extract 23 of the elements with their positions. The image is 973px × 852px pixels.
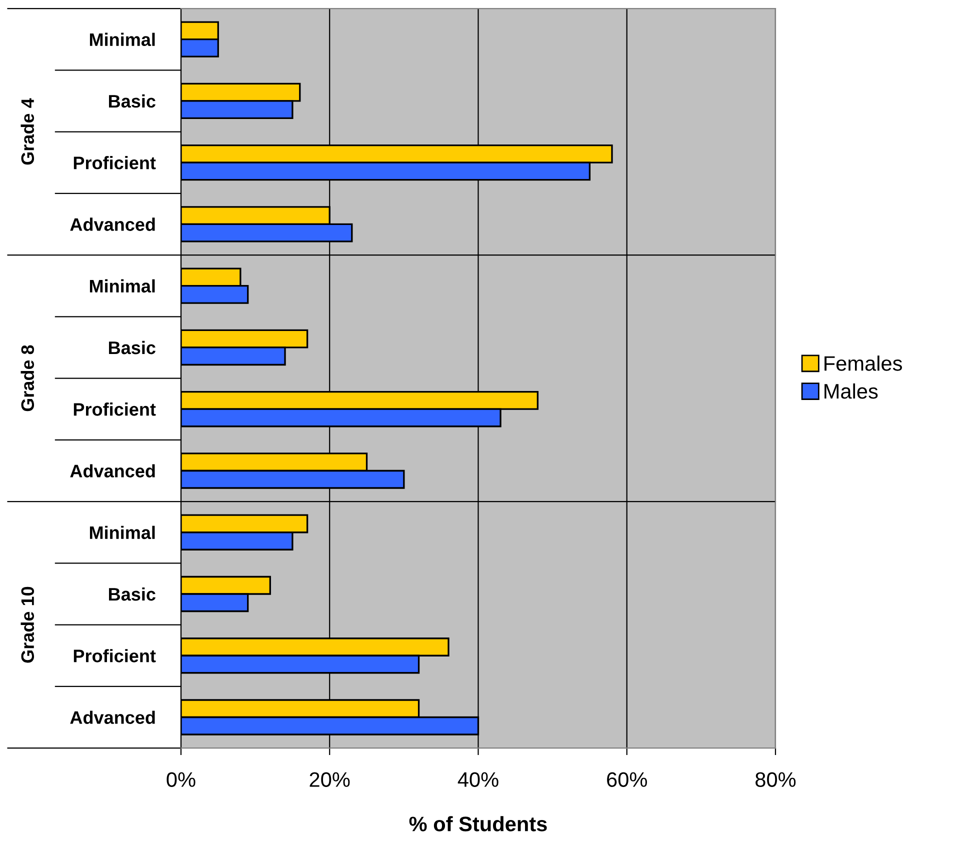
y-tick-label: Proficient — [74, 402, 156, 416]
x-tick-label: 20% — [310, 772, 350, 787]
y-tick-label: Minimal — [90, 279, 155, 293]
y-tick-label: Basic — [109, 340, 156, 354]
legend-label: Males — [824, 383, 878, 399]
text: Grade 4 — [20, 98, 34, 165]
y-tick-label: Minimal — [90, 526, 155, 540]
y-tick-label: Minimal — [90, 32, 155, 46]
y-tick-label: Basic — [109, 94, 156, 108]
text: Grade 8 — [20, 345, 34, 412]
y-tick-label: Advanced — [70, 218, 155, 231]
x-axis-title: % of Students — [409, 816, 547, 832]
x-tick-label: 0% — [166, 772, 196, 787]
x-tick-label: 80% — [756, 772, 796, 787]
legend-label: Females — [824, 356, 902, 371]
y-tick-label: Advanced — [70, 710, 155, 724]
x-tick-label: 60% — [607, 772, 647, 787]
y-tick-label: Basic — [109, 587, 156, 601]
text: Grade 10 — [20, 586, 34, 663]
y-tick-label: Proficient — [74, 156, 156, 170]
y-tick-label: Advanced — [70, 464, 155, 478]
x-tick-label: 40% — [458, 772, 498, 787]
y-tick-label: Proficient — [74, 649, 156, 662]
